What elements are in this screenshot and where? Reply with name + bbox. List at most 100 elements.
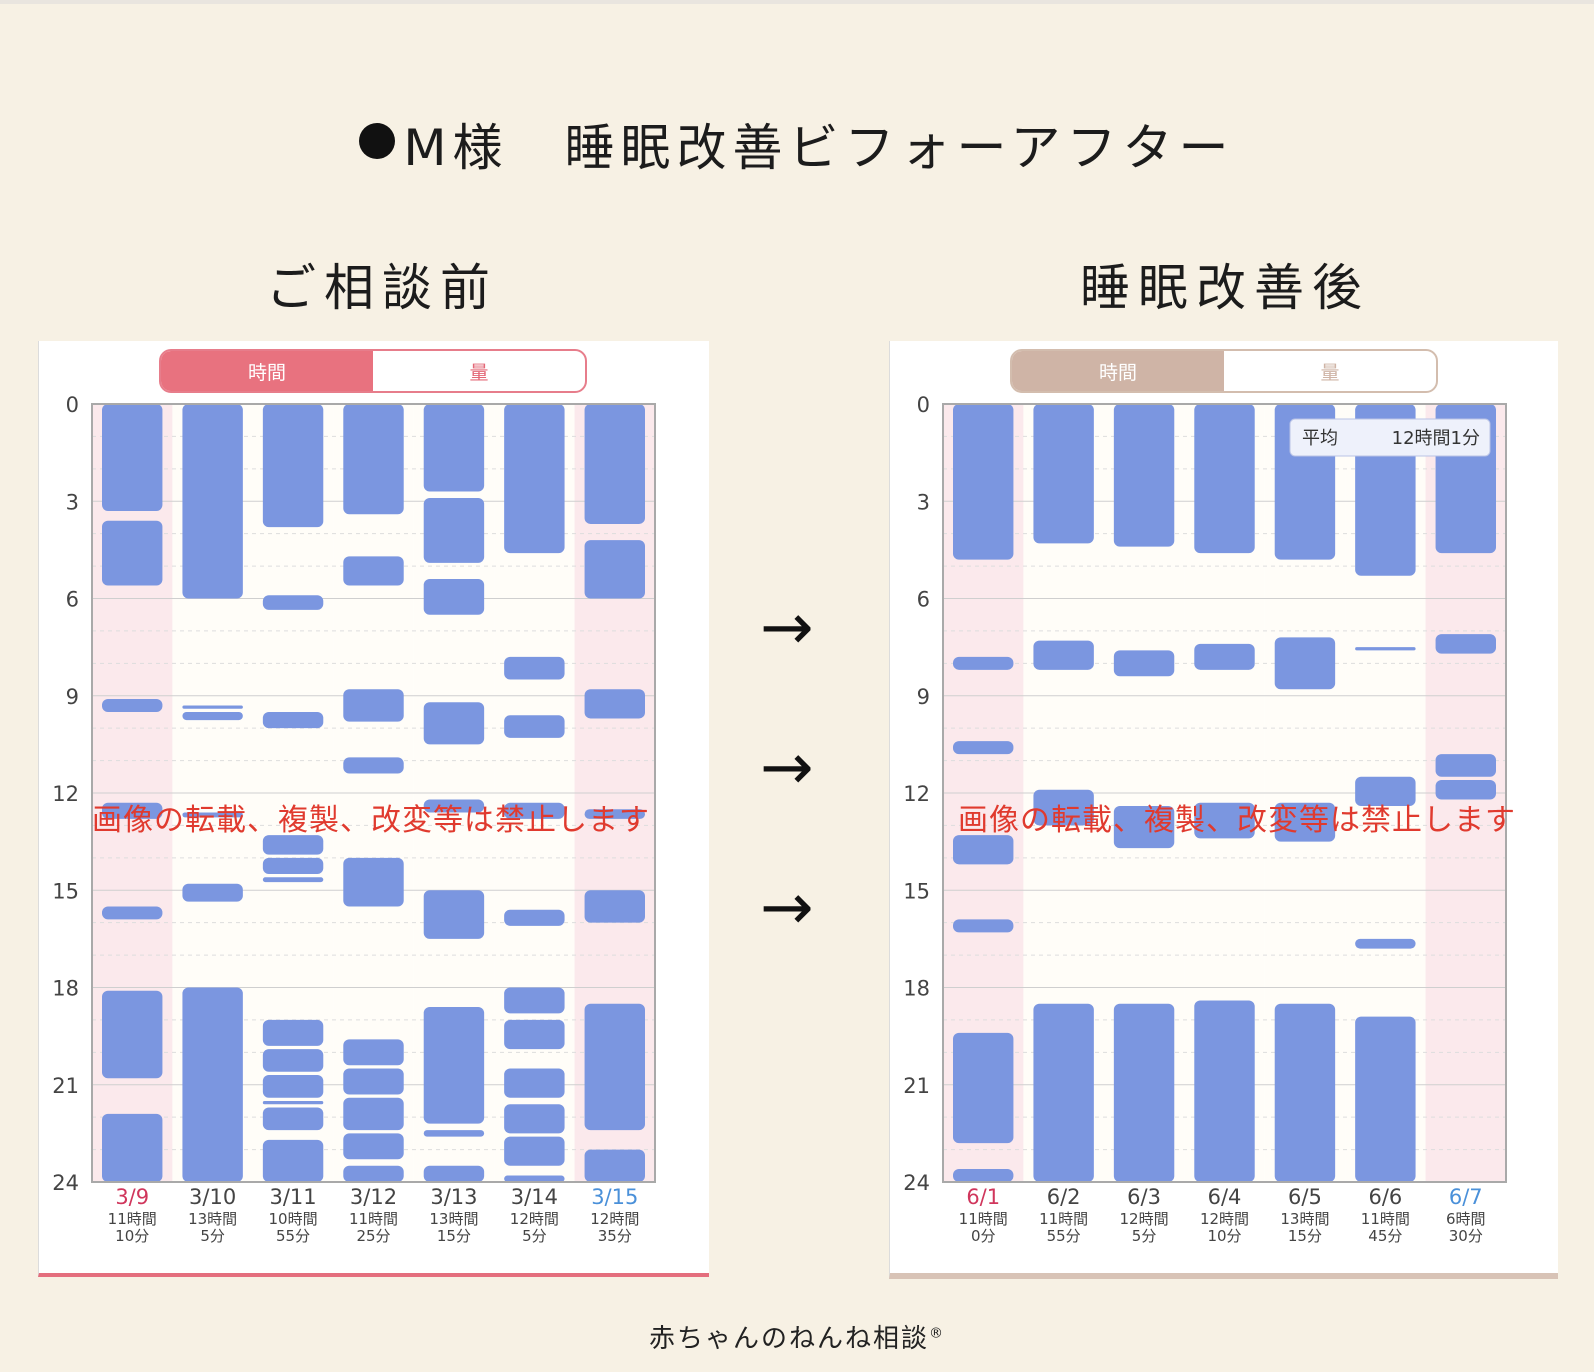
sleep-bar: [423, 498, 485, 563]
tab-time[interactable]: 時間: [161, 351, 373, 391]
sleep-bar: [953, 1032, 1014, 1144]
x-tick-label: 6/6: [1368, 1185, 1402, 1209]
y-tick-label: 18: [903, 977, 930, 1001]
sleep-bar: [343, 857, 404, 907]
after-chart-panel: 時間 量 0 3 6 9 12 15 18 21 24 6/1 11時間 0分 6/2 11時間 55分 6/…: [889, 341, 1558, 1279]
sleep-bar: [1194, 643, 1255, 670]
x-tick-label: 6/7: [1449, 1185, 1483, 1209]
sleep-bar: [584, 540, 645, 599]
sleep-bar: [1033, 1003, 1094, 1182]
y-tick-label: 12: [903, 782, 930, 806]
sleep-bar: [102, 520, 163, 586]
chart-frame: [91, 403, 656, 1183]
sleep-bar: [504, 1175, 565, 1182]
y-tick-label: 9: [917, 685, 930, 709]
total-minutes-label: 35分: [598, 1227, 632, 1245]
y-tick-label: 15: [903, 879, 930, 903]
sleep-bar: [504, 802, 565, 819]
page-title: M様 睡眠改善ビフォーアフター: [0, 108, 1594, 180]
sleep-bar: [262, 404, 324, 528]
sleep-bar: [182, 987, 243, 1182]
after-heading: 睡眠改善後: [1080, 259, 1370, 317]
chart-frame: [942, 403, 1507, 1183]
y-tick-label: 0: [917, 393, 930, 417]
sleep-bar: [1194, 404, 1255, 554]
sleep-bar: [343, 1165, 404, 1182]
x-tick-label: 3/14: [511, 1185, 558, 1209]
average-value: 12時間1分: [1392, 428, 1480, 449]
sleep-bar: [102, 1113, 163, 1182]
total-minutes-label: 0分: [971, 1227, 996, 1245]
y-tick-label: 24: [903, 1171, 930, 1195]
sleep-bar: [182, 883, 243, 902]
watermark-text: 画像の転載、複製、改変等は禁止します: [92, 803, 650, 838]
sleep-bar: [343, 1133, 404, 1160]
sleep-bar: [504, 1104, 565, 1134]
sleep-bar: [423, 1165, 485, 1182]
sleep-bar: [423, 799, 485, 813]
total-hours-label: 11時間: [1039, 1210, 1088, 1228]
sleep-bar: [343, 757, 404, 774]
sleep-bar: [102, 698, 163, 712]
footer-text: 赤ちゃんのねんね相談: [648, 1324, 929, 1354]
sleep-bar: [182, 705, 243, 709]
sleep-bar: [262, 857, 324, 875]
total-hours-label: 13時間: [1280, 1210, 1329, 1228]
sleep-bar: [1355, 647, 1416, 651]
sleep-bar: [262, 877, 324, 883]
sleep-bar: [262, 1049, 324, 1072]
sleep-bar: [1113, 1003, 1175, 1182]
y-tick-label: 18: [52, 977, 79, 1001]
sleep-bar: [1274, 802, 1336, 842]
view-toggle[interactable]: 時間 量: [159, 349, 587, 393]
sleep-bar: [102, 404, 163, 511]
sleep-bar: [1194, 802, 1255, 839]
total-minutes-label: 10分: [1207, 1227, 1241, 1245]
sleep-bar: [182, 404, 243, 599]
x-tick-label: 3/10: [189, 1185, 236, 1209]
before-chart-panel: 時間 量 0 3 6 9 12 15 18 21 24 3/9 11時間 10分 3/10 13時間 5分 3…: [38, 341, 709, 1277]
x-tick-label: 3/15: [591, 1185, 638, 1209]
y-tick-label: 3: [66, 490, 79, 514]
tab-amount[interactable]: 量: [1320, 361, 1340, 384]
right-arrow-icon: →: [760, 871, 814, 945]
y-tick-label: 6: [66, 588, 79, 612]
before-heading: ご相談前: [266, 259, 498, 317]
footer-brand: 赤ちゃんのねんね相談®: [0, 1318, 1594, 1355]
sleep-bar: [504, 1068, 565, 1098]
total-hours-label: 13時間: [429, 1210, 478, 1228]
total-minutes-label: 55分: [1047, 1227, 1081, 1245]
total-minutes-label: 30分: [1449, 1227, 1483, 1245]
total-hours-label: 12時間: [1200, 1210, 1249, 1228]
x-tick-label: 3/13: [430, 1185, 477, 1209]
sleep-bar: [1435, 780, 1496, 800]
sleep-bar: [1435, 754, 1496, 777]
total-minutes-label: 15分: [1288, 1227, 1322, 1245]
sleep-bar: [343, 1068, 404, 1095]
sleep-bar: [423, 702, 485, 745]
y-tick-label: 0: [66, 393, 79, 417]
tab-time[interactable]: 時間: [1012, 351, 1224, 391]
sleep-bar: [102, 906, 163, 920]
bullet-icon: [359, 123, 396, 159]
registered-mark: ®: [929, 1325, 945, 1342]
sleep-bar: [504, 909, 565, 926]
right-arrow-icon: →: [760, 731, 814, 805]
total-minutes-label: 5分: [522, 1227, 547, 1245]
sleep-bar: [504, 1136, 565, 1166]
sleep-bar: [1113, 805, 1175, 849]
sleep-bar: [504, 715, 565, 738]
sleep-bar: [423, 890, 485, 939]
tab-amount[interactable]: 量: [469, 361, 489, 384]
sleep-bar: [423, 579, 485, 615]
sleep-bar: [953, 835, 1014, 865]
sleep-bar: [1194, 1000, 1255, 1182]
total-minutes-label: 5分: [1132, 1227, 1157, 1245]
sleep-bar: [1355, 776, 1416, 806]
sleep-bar: [504, 1019, 565, 1050]
watermark-text: 画像の転載、複製、改変等は禁止します: [958, 803, 1516, 838]
y-tick-label: 21: [903, 1074, 930, 1098]
view-toggle[interactable]: 時間 量: [1010, 349, 1438, 393]
sleep-bar: [953, 919, 1014, 933]
sleep-bar: [953, 404, 1014, 560]
